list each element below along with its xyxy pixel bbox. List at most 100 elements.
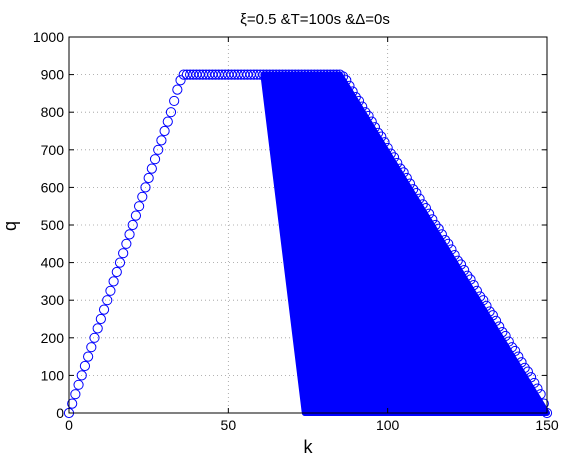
data-point bbox=[363, 110, 374, 122]
y-tick-label: 300 bbox=[41, 292, 65, 308]
data-point bbox=[490, 315, 502, 326]
data-point bbox=[344, 80, 355, 91]
data-point bbox=[427, 214, 438, 225]
data-point bbox=[522, 366, 533, 377]
data-point bbox=[379, 137, 390, 148]
data-point bbox=[404, 178, 416, 189]
data-point bbox=[376, 131, 387, 142]
data-point bbox=[172, 84, 183, 95]
data-point bbox=[162, 116, 173, 127]
data-point bbox=[337, 71, 349, 82]
data-point bbox=[481, 300, 492, 311]
data-point bbox=[73, 379, 84, 390]
data-point bbox=[153, 144, 164, 155]
data-point bbox=[452, 255, 463, 266]
data-point bbox=[443, 238, 454, 249]
data-point bbox=[529, 377, 540, 389]
data-point bbox=[503, 336, 514, 347]
data-point bbox=[114, 257, 126, 268]
data-point bbox=[130, 210, 142, 221]
data-point bbox=[98, 304, 110, 315]
data-point bbox=[124, 229, 135, 240]
data-point bbox=[76, 370, 87, 381]
data-point bbox=[411, 187, 422, 199]
data-point bbox=[414, 193, 425, 204]
data-point bbox=[392, 157, 403, 169]
data-point bbox=[79, 360, 91, 372]
data-point bbox=[401, 172, 412, 184]
data-point bbox=[388, 152, 400, 163]
y-tick-label: 100 bbox=[41, 367, 65, 383]
data-point bbox=[111, 266, 122, 278]
data-point bbox=[538, 398, 549, 409]
data-point bbox=[127, 219, 138, 231]
data-point bbox=[433, 223, 444, 234]
chart-title: ξ=0.5 &T=100s &Δ=0s bbox=[240, 11, 390, 28]
data-point bbox=[341, 75, 352, 86]
data-point bbox=[67, 398, 78, 409]
y-tick-label: 0 bbox=[56, 405, 64, 421]
data-point bbox=[385, 148, 396, 159]
data-point bbox=[70, 389, 81, 400]
x-tick-label: 50 bbox=[221, 417, 237, 433]
data-point bbox=[494, 321, 505, 332]
data-point bbox=[487, 310, 498, 321]
data-point bbox=[478, 295, 489, 306]
data-point bbox=[360, 107, 371, 118]
data-point bbox=[465, 274, 476, 285]
data-point bbox=[510, 345, 521, 357]
data-point bbox=[334, 69, 345, 80]
x-tick-labels: 0 50 100 150 bbox=[65, 417, 559, 433]
data-point bbox=[350, 92, 361, 103]
data-point bbox=[500, 330, 511, 342]
data-point bbox=[134, 201, 145, 212]
data-point bbox=[430, 219, 441, 231]
data-point bbox=[83, 351, 94, 362]
data-point bbox=[137, 191, 148, 202]
axis-ticks bbox=[68, 36, 548, 414]
data-point bbox=[516, 357, 527, 368]
data-point bbox=[156, 135, 167, 146]
data-point bbox=[347, 86, 358, 97]
x-tick-label: 150 bbox=[535, 417, 559, 433]
data-point bbox=[513, 351, 524, 362]
data-point bbox=[436, 229, 447, 240]
data-point bbox=[105, 285, 116, 296]
data-point bbox=[468, 280, 479, 291]
y-tick-label: 800 bbox=[41, 104, 65, 120]
data-point bbox=[449, 249, 460, 261]
data-point bbox=[408, 184, 419, 195]
data-point bbox=[532, 383, 543, 394]
data-point bbox=[455, 259, 467, 270]
data-point bbox=[328, 69, 339, 80]
data-point bbox=[366, 116, 377, 127]
data-point bbox=[89, 332, 100, 343]
data-point bbox=[439, 234, 451, 246]
data-point bbox=[108, 276, 119, 287]
data-point bbox=[373, 127, 384, 138]
y-tick-label: 700 bbox=[41, 142, 65, 158]
y-tick-label: 600 bbox=[41, 179, 65, 195]
data-point bbox=[121, 238, 132, 249]
data-point bbox=[146, 163, 157, 174]
data-point bbox=[423, 208, 435, 219]
data-point bbox=[417, 199, 428, 210]
data-point bbox=[398, 167, 409, 178]
y-axis-label: q bbox=[0, 221, 20, 231]
data-point bbox=[474, 291, 486, 302]
x-tick-label: 0 bbox=[65, 417, 73, 433]
y-tick-label: 400 bbox=[41, 255, 65, 271]
y-tick-label: 1000 bbox=[33, 29, 64, 45]
y-tick-labels: 0 100 200 300 400 500 600 700 800 900 1000 bbox=[33, 29, 64, 421]
data-points bbox=[63, 69, 553, 419]
data-point bbox=[357, 101, 368, 112]
data-point bbox=[140, 182, 151, 193]
data-point bbox=[525, 372, 537, 383]
y-tick-label: 200 bbox=[41, 330, 65, 346]
data-point bbox=[95, 313, 106, 325]
data-point bbox=[86, 342, 97, 353]
data-point bbox=[459, 265, 470, 276]
x-tick-label: 100 bbox=[376, 417, 400, 433]
x-axis-label: k bbox=[304, 437, 314, 457]
